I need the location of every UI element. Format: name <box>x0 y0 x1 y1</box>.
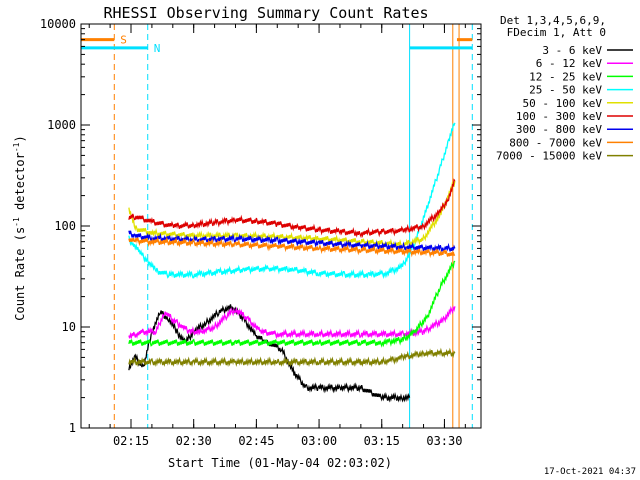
series-line-6 <box>128 230 456 254</box>
x-tick-label-2: 02:45 <box>238 434 274 448</box>
legend-label-0: 3 - 6 keV <box>542 44 602 57</box>
y-tick-label-1: 10 <box>62 320 76 334</box>
y-tick-label-2: 100 <box>54 219 76 233</box>
legend-label-8: 7000 - 15000 keV <box>496 150 602 163</box>
series-line-8 <box>128 347 456 367</box>
flag-label-n: N <box>154 42 161 55</box>
y-tick-label-0: 1 <box>69 421 76 435</box>
series-layer <box>128 122 456 403</box>
svg-text:Count Rate (s-1 detector-1): Count Rate (s-1 detector-1) <box>12 135 27 320</box>
chart-title: RHESSI Observing Summary Count Rates <box>103 4 428 22</box>
y-tick-label-3: 1000 <box>47 118 76 132</box>
y-axis: 1 10 100 1000 10000 <box>40 17 481 435</box>
legend-header-0: Det 1,3,4,5,6,9, <box>500 14 606 27</box>
timestamp: 17-Oct-2021 04:37 <box>544 467 636 477</box>
series-line-2 <box>128 260 456 348</box>
y-axis-label: Count Rate (s-1 detector-1) <box>12 135 27 320</box>
series-line-5 <box>128 178 456 239</box>
y-tick-label-4: 10000 <box>40 17 76 31</box>
legend: Det 1,3,4,5,6,9,FDecim 1, Att 0 3 - 6 keV… <box>496 14 633 163</box>
legend-label-1: 6 - 12 keV <box>536 57 603 70</box>
x-tick-label-3: 03:00 <box>301 434 337 448</box>
legend-header-1: FDecim 1, Att 0 <box>507 26 606 39</box>
flag-bars <box>81 38 473 50</box>
series-line-7 <box>128 236 456 259</box>
x-tick-label-1: 02:30 <box>176 434 212 448</box>
legend-label-3: 25 - 50 keV <box>529 84 602 97</box>
x-tick-label-4: 03:15 <box>364 434 400 448</box>
flag-labels: SN <box>120 34 160 55</box>
legend-label-6: 300 - 800 keV <box>516 123 602 136</box>
x-tick-label-0: 02:15 <box>113 434 149 448</box>
legend-label-7: 800 - 7000 keV <box>509 136 602 149</box>
flag-label-s: S <box>120 34 127 47</box>
x-axis: 02:15 02:30 02:45 03:00 03:15 03:30 <box>88 24 466 448</box>
legend-label-4: 50 - 100 keV <box>523 97 603 110</box>
series-line-1 <box>128 305 456 340</box>
x-tick-label-5: 03:30 <box>426 434 462 448</box>
legend-label-2: 12 - 25 keV <box>529 70 602 83</box>
series-line-4 <box>128 180 456 250</box>
x-axis-label: Start Time (01-May-04 02:03:02) <box>168 456 392 470</box>
series-line-3 <box>128 122 456 280</box>
legend-label-5: 100 - 300 keV <box>516 110 602 123</box>
